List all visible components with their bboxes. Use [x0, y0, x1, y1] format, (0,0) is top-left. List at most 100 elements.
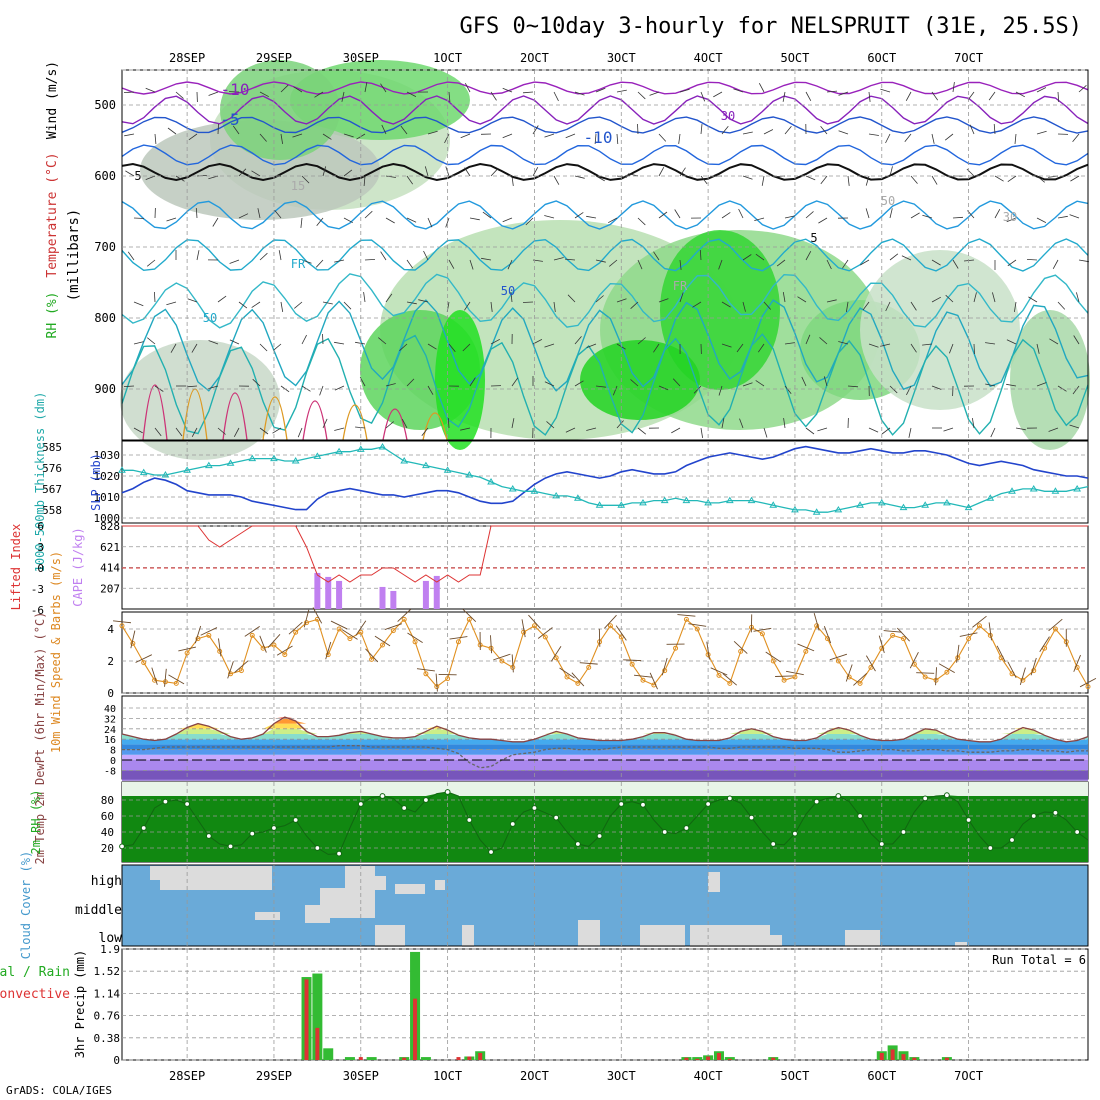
- rh-marker: [205, 833, 212, 839]
- wind-barb: [633, 674, 652, 678]
- wind-barb: [259, 427, 269, 435]
- wind-speed-marker: [141, 660, 147, 666]
- wind-barb: [385, 293, 393, 303]
- wind-speed-marker: [727, 680, 733, 686]
- wind-barb: [1028, 296, 1038, 303]
- wind-speed-marker: [1085, 684, 1091, 690]
- isotherm-line: [121, 238, 1089, 272]
- date-tick-label: 30SEP: [343, 1069, 379, 1083]
- wind-barb: [343, 133, 354, 138]
- rh-marker: [661, 829, 668, 835]
- rh-marker: [336, 850, 342, 857]
- wind-barb: [195, 207, 198, 219]
- wind-barb: [1057, 91, 1060, 103]
- wind-barb: [423, 250, 429, 261]
- wind-barb: [464, 83, 471, 93]
- convective-bar: [706, 1056, 711, 1060]
- wind-barb: [742, 382, 753, 387]
- precip-tick-label: 0.76: [94, 1010, 121, 1023]
- thickness-marker: [508, 484, 517, 492]
- wind-barb: [990, 427, 996, 438]
- wind-barb: [699, 249, 702, 261]
- precip-axis-label: 3hr Precip (mm): [73, 950, 87, 1058]
- wind-barb: [757, 343, 765, 353]
- wind-barb: [294, 301, 303, 309]
- wind-barb: [234, 660, 249, 673]
- wind-barb: [522, 301, 534, 303]
- wind-speed-marker: [770, 658, 776, 664]
- wind-barb: [406, 378, 415, 387]
- footer-credit: GrADS: COLA/IGES: [6, 1084, 112, 1097]
- wind-barb: [595, 295, 604, 303]
- wind-barb: [742, 175, 753, 180]
- wind-speed-marker: [195, 636, 201, 642]
- precip-panel: 1.9 1.52 1.14 0.76 0.38 0 Run Total = 6 3hr Pre…: [0, 943, 1089, 1067]
- wind-barb: [322, 418, 328, 429]
- wind-barb: [819, 337, 828, 345]
- rh-panel: 80 60 40 20 2m RH (%): [29, 781, 1089, 863]
- wind-barb: [952, 216, 964, 219]
- wind-barb: [217, 123, 219, 135]
- wind-barb: [820, 175, 828, 185]
- date-tick-label: 6OCT: [867, 1069, 896, 1083]
- wind-barb: [251, 301, 261, 308]
- thickness-marker: [769, 501, 778, 508]
- cloud-cell: [150, 866, 175, 880]
- wind-barb: [113, 620, 131, 624]
- thickness-marker: [335, 447, 343, 455]
- wind-barb: [1078, 259, 1089, 263]
- wind-barb: [805, 251, 812, 261]
- rh-axis-label: 2m RH (%): [29, 789, 43, 854]
- thickness-marker: [704, 498, 712, 506]
- rh-marker: [596, 833, 603, 839]
- temperature-band: [122, 749, 1088, 755]
- wind-barb: [693, 385, 702, 394]
- convective-bar: [684, 1057, 689, 1060]
- wind-speed-marker: [412, 639, 418, 645]
- wind-barb: [364, 82, 368, 93]
- wind-barb: [166, 301, 177, 306]
- wind-barb: [885, 133, 891, 144]
- cape-axis-label: CAPE (J/kg): [71, 527, 85, 606]
- rh-tick-label: 80: [101, 794, 114, 807]
- temperature-band: [122, 718, 1088, 724]
- rh-marker: [965, 817, 972, 823]
- wind-barb: [823, 626, 832, 644]
- date-tick-label: 29SEP: [256, 1069, 292, 1083]
- wind-barb: [469, 377, 476, 387]
- wind-barb: [883, 630, 902, 633]
- panel-frame: [121, 440, 1089, 524]
- wind-barb: [293, 86, 303, 93]
- wind-barb: [994, 209, 1001, 219]
- slp-axis-label: SLP (mb): [89, 453, 103, 511]
- wind-barb: [616, 133, 619, 145]
- temp-tick-label: 0: [110, 756, 116, 767]
- wind-barb: [227, 661, 234, 679]
- wind-barb: [127, 251, 135, 261]
- wind-barb: [186, 385, 198, 388]
- rh-marker: [1052, 809, 1059, 816]
- wind-barb: [860, 259, 870, 266]
- wind-barb: [722, 673, 738, 686]
- thickness-tick-label: 558: [42, 504, 62, 517]
- wind-barb: [385, 421, 394, 429]
- wind-barb: [1036, 343, 1040, 354]
- wind-barb: [330, 620, 348, 630]
- wind-barb: [1006, 217, 1017, 223]
- wind-barb: [1070, 175, 1080, 182]
- thickness-marker: [595, 501, 604, 508]
- wind-barb: [374, 635, 391, 647]
- wind-barb: [846, 301, 849, 312]
- date-tick-label: 2OCT: [520, 1069, 549, 1083]
- contour-label: -10: [584, 128, 613, 147]
- thickness-marker: [964, 503, 973, 511]
- wind-barb: [969, 124, 975, 135]
- wind-barb: [896, 627, 910, 642]
- lifted-index-line: [122, 525, 1088, 583]
- wind-barb: [380, 251, 387, 261]
- wind-barb: [786, 670, 804, 676]
- wind-barb: [782, 292, 786, 303]
- wind-barb: [145, 87, 156, 93]
- wind-barb: [194, 625, 202, 644]
- wind-barb: [1073, 654, 1081, 672]
